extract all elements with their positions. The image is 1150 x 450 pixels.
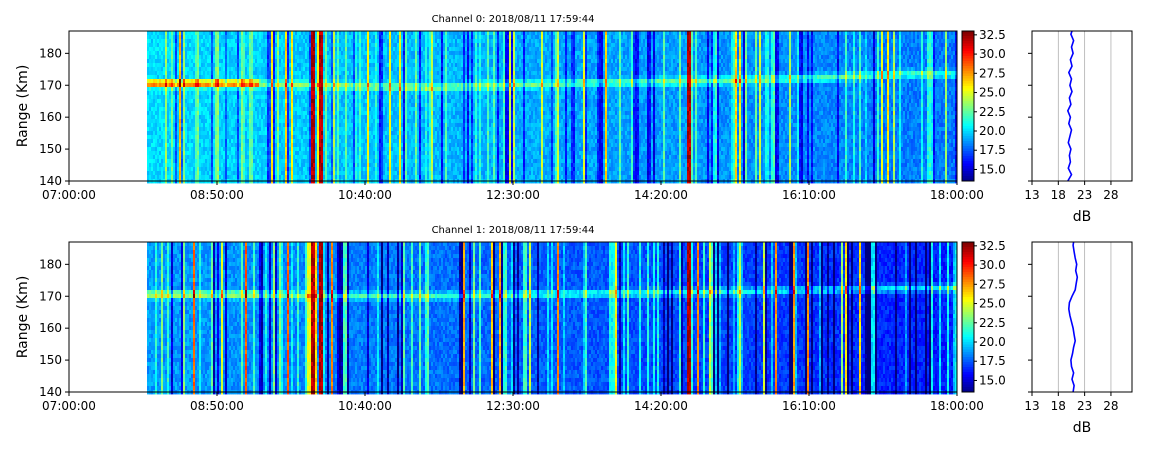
channel-0-heatmap: [147, 31, 957, 183]
channel-0-title: Channel 0: 2018/08/11 17:59:44: [432, 14, 595, 25]
